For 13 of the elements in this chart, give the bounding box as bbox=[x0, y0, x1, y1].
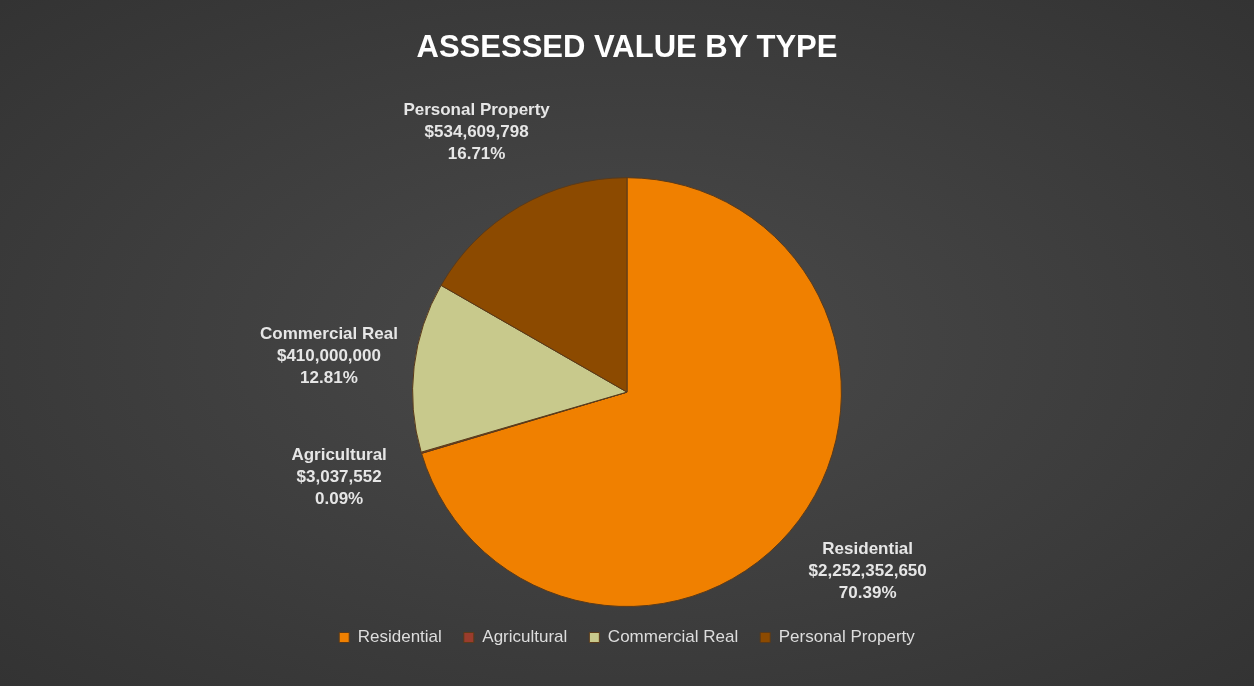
slice-label: Agricultural bbox=[291, 444, 387, 464]
slice-label: Residential bbox=[822, 539, 914, 559]
legend-label: Residential bbox=[357, 627, 442, 647]
legend-label: Agricultural bbox=[482, 627, 568, 647]
legend-label: Commercial Real bbox=[607, 627, 739, 647]
data-label: $534,609,798 16.71% bbox=[424, 122, 529, 164]
slice-label: Commercial Real bbox=[259, 324, 398, 344]
chart-title: ASSESSED VALUE BY TYPE bbox=[416, 29, 838, 65]
legend-label: Personal Property bbox=[778, 627, 916, 647]
data-label: $3,037,552 0.09% bbox=[296, 466, 382, 508]
slice-label: Personal Property bbox=[403, 100, 551, 120]
data-label: $410,000,000 12.81% bbox=[276, 346, 381, 388]
data-label: $2,252,352,650 70.39% bbox=[808, 561, 927, 603]
